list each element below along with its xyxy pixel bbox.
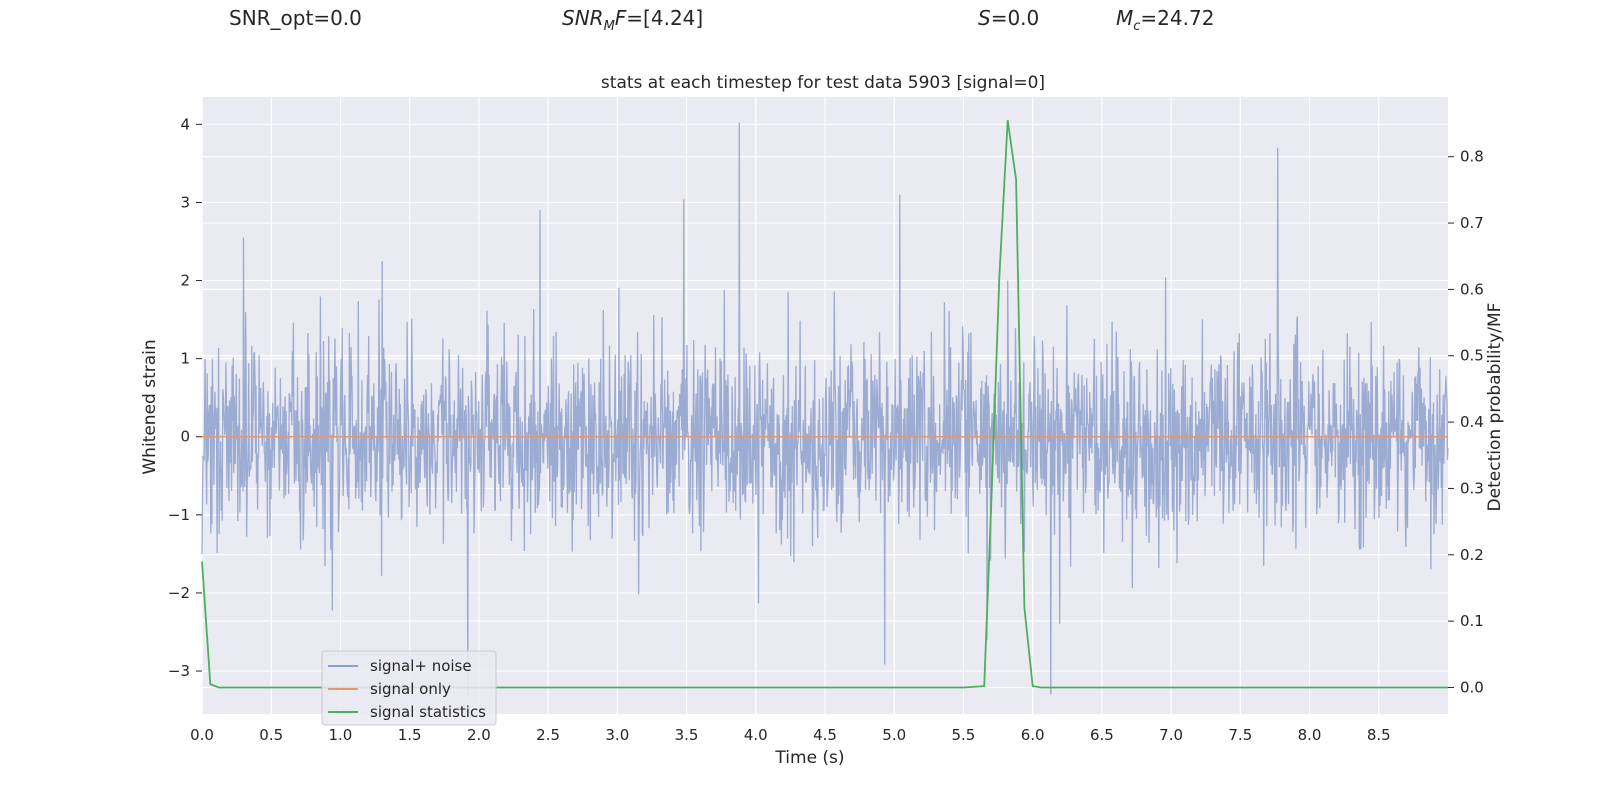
y-right-tick-label: 0.2 bbox=[1460, 546, 1484, 564]
y-left-tick-label: −2 bbox=[168, 584, 190, 602]
y-left-tick-label: 4 bbox=[180, 115, 190, 133]
x-tick-label: 5.5 bbox=[952, 726, 976, 744]
y-left-tick-label: −3 bbox=[168, 662, 190, 680]
y-left-tick-label: 1 bbox=[180, 350, 190, 368]
x-tick-label: 7.0 bbox=[1159, 726, 1183, 744]
y-right-tick-label: 0.5 bbox=[1460, 347, 1484, 365]
snr-opt-label: SNR_opt=0.0 bbox=[229, 6, 362, 30]
snr-mf-label: SNRMF=[4.24] bbox=[562, 6, 704, 34]
x-tick-label: 3.5 bbox=[675, 726, 699, 744]
x-tick-label: 4.5 bbox=[813, 726, 837, 744]
y-left-tick-label: 3 bbox=[180, 193, 190, 211]
s-label: S=0.0 bbox=[978, 6, 1040, 30]
legend-label: signal only bbox=[370, 680, 451, 698]
x-tick-label: 6.0 bbox=[1021, 726, 1045, 744]
y-axis-label-right: Detection probability/MF bbox=[1485, 303, 1505, 512]
legend-label: signal+ noise bbox=[370, 657, 472, 675]
mc-label: Mc=24.72 bbox=[1116, 6, 1215, 34]
y-left-tick-label: 0 bbox=[180, 428, 190, 446]
x-tick-label: 4.0 bbox=[744, 726, 768, 744]
x-tick-label: 5.0 bbox=[882, 726, 906, 744]
y-right-tick-label: 0.0 bbox=[1460, 678, 1484, 696]
x-tick-label: 1.0 bbox=[329, 726, 353, 744]
x-tick-label: 2.0 bbox=[467, 726, 491, 744]
y-right-tick-label: 0.3 bbox=[1460, 479, 1484, 497]
x-axis-label: Time (s) bbox=[774, 748, 844, 768]
y-right-tick-label: 0.6 bbox=[1460, 280, 1484, 298]
series-signal-noise bbox=[201, 122, 1449, 695]
x-tick-label: 8.5 bbox=[1367, 726, 1391, 744]
series-signal-statistics bbox=[201, 120, 1448, 689]
legend: signal+ noise signal only signal statistic… bbox=[321, 650, 497, 726]
y-right-tick-label: 0.4 bbox=[1460, 413, 1484, 431]
y-right-tick-label: 0.1 bbox=[1460, 612, 1484, 630]
y-axis-label-left: Whitened strain bbox=[140, 339, 160, 474]
y-right-tick-label: 0.8 bbox=[1460, 148, 1484, 166]
x-tick-label: 2.5 bbox=[536, 726, 560, 744]
y-left-tick-label: 2 bbox=[180, 272, 190, 290]
chart-title: stats at each timestep for test data 590… bbox=[601, 73, 1045, 93]
x-tick-label: 0.0 bbox=[190, 726, 214, 744]
y-left-tick-label: −1 bbox=[168, 506, 190, 524]
x-tick-label: 1.5 bbox=[398, 726, 422, 744]
legend-box bbox=[321, 650, 497, 726]
plot-area bbox=[201, 97, 1449, 714]
x-tick-label: 7.5 bbox=[1228, 726, 1252, 744]
x-tick-label: 8.0 bbox=[1298, 726, 1322, 744]
x-tick-label: 6.5 bbox=[1090, 726, 1114, 744]
y-right-tick-label: 0.7 bbox=[1460, 214, 1484, 232]
legend-label: signal statistics bbox=[370, 703, 486, 721]
x-tick-label: 0.5 bbox=[259, 726, 283, 744]
x-tick-label: 3.0 bbox=[605, 726, 629, 744]
